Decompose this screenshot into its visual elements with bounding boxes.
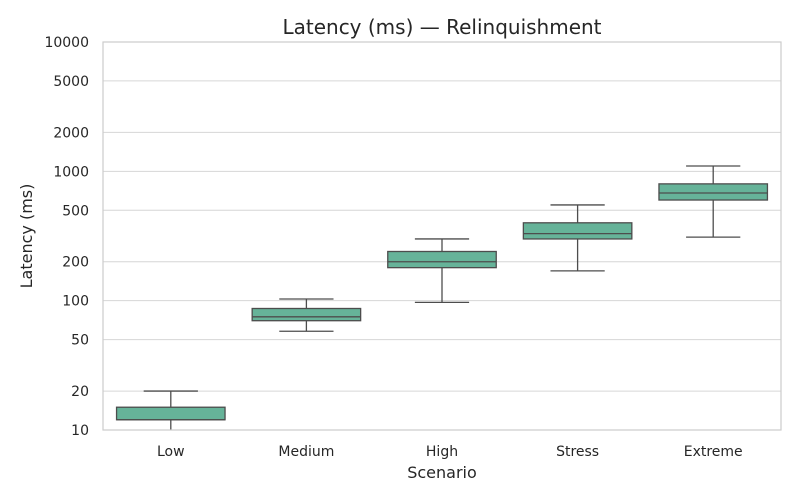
y-tick-label: 2000 bbox=[53, 125, 89, 141]
x-tick-label: Extreme bbox=[684, 444, 743, 460]
x-ticks: Low Medium High Stress Extreme bbox=[157, 444, 743, 460]
box-body bbox=[658, 183, 769, 201]
y-tick-label: 500 bbox=[62, 203, 89, 219]
chart-title: Latency (ms) — Relinquishment bbox=[282, 15, 601, 39]
box-body bbox=[522, 222, 633, 240]
plot-frame bbox=[102, 41, 782, 431]
y-tick-label: 20 bbox=[71, 384, 89, 400]
y-axis-label: Latency (ms) bbox=[17, 184, 36, 289]
box-extreme bbox=[658, 165, 769, 238]
y-tick-label: 5000 bbox=[53, 74, 89, 90]
plot-area bbox=[103, 42, 781, 430]
box-high bbox=[387, 238, 497, 304]
box-body bbox=[115, 406, 226, 421]
x-tick-label: Low bbox=[157, 444, 185, 460]
x-tick-label: High bbox=[426, 444, 458, 460]
y-tick-label: 50 bbox=[71, 333, 89, 349]
y-tick-label: 10000 bbox=[44, 35, 89, 51]
y-tick-label: 200 bbox=[62, 255, 89, 271]
box-body bbox=[251, 307, 362, 322]
y-tick-label: 1000 bbox=[53, 164, 89, 180]
box-low bbox=[115, 390, 226, 430]
x-tick-label: Stress bbox=[556, 444, 599, 460]
x-axis-label: Scenario bbox=[407, 463, 477, 482]
boxes bbox=[115, 165, 769, 430]
box-medium bbox=[251, 298, 362, 332]
y-tick-label: 10 bbox=[71, 423, 89, 439]
x-tick-label: Medium bbox=[278, 444, 334, 460]
box-body bbox=[387, 250, 497, 269]
box-stress bbox=[522, 204, 633, 272]
y-ticks: 10 20 50 100 200 500 1000 2000 5000 10000 bbox=[44, 35, 89, 439]
y-tick-label: 100 bbox=[62, 294, 89, 310]
